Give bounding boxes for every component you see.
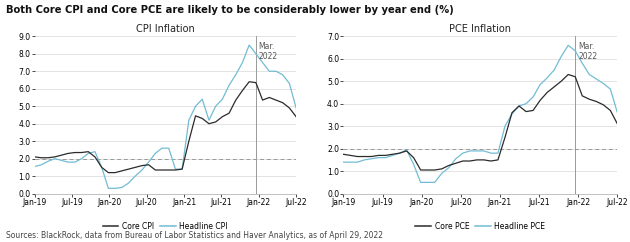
Title: CPI Inflation: CPI Inflation — [136, 24, 195, 34]
Legend: Core CPI, Headline CPI: Core CPI, Headline CPI — [100, 219, 231, 234]
Text: Sources: BlackRock, data from Bureau of Labor Statistics and Haver Analytics, as: Sources: BlackRock, data from Bureau of … — [6, 231, 383, 240]
Legend: Core PCE, Headline PCE: Core PCE, Headline PCE — [413, 219, 548, 234]
Text: Both Core CPI and Core PCE are likely to be considerably lower by year end (%): Both Core CPI and Core PCE are likely to… — [6, 5, 454, 15]
Title: PCE Inflation: PCE Inflation — [449, 24, 512, 34]
Text: Mar.
2022: Mar. 2022 — [258, 42, 278, 61]
Text: Mar.
2022: Mar. 2022 — [578, 42, 597, 61]
